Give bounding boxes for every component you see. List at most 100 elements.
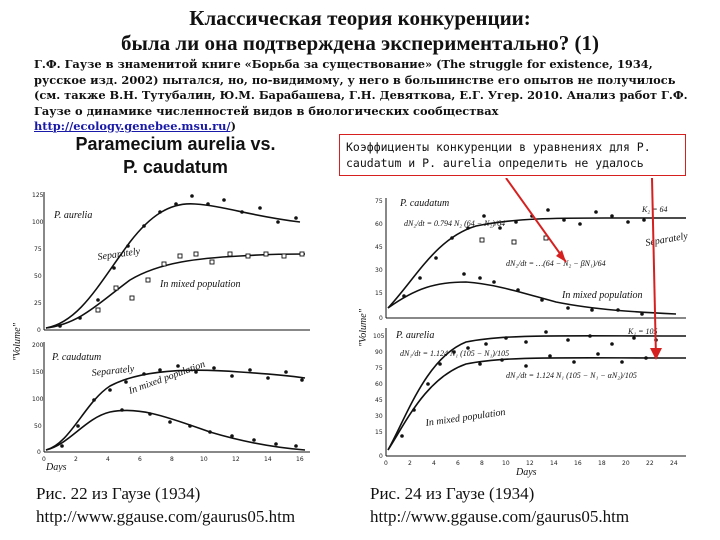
data-point [120,408,124,412]
data-point [620,360,624,364]
right-ylabel: "Volume" [358,308,369,347]
data-point [263,251,269,257]
tick: 12 [526,460,534,467]
left-top-panel: 125 100 75 50 25 0 P. aurelia Separately… [32,192,310,334]
data-point [230,374,234,378]
data-point [418,276,422,280]
data-point [245,253,251,259]
intro-text: Г.Ф. Гаузе в знаменитой книге «Борьба за… [34,57,688,118]
right-top-dots [402,208,646,316]
right-top-panel: 75 60 45 30 15 0 P. caudatum K₂ = 64 Sep… [375,198,689,322]
left-top-separately-curve [45,203,301,329]
data-point [426,382,430,386]
tick: 75 [34,246,42,253]
data-point [616,308,620,312]
right-bottom-mixed: In mixed population [424,407,506,429]
data-point [478,362,482,366]
left-heading: Paramecium aurelia vs. P. caudatum [48,133,303,179]
tick: 6 [138,456,142,463]
left-bottom-separately-curve [45,369,306,451]
data-point [479,237,485,243]
data-point [484,342,488,346]
ecology-link[interactable]: http://ecology.genebee.msu.ru/ [34,119,231,133]
tick: 75 [375,365,383,372]
arrowhead-icon [556,250,566,262]
data-point [193,251,199,257]
tick: 22 [646,460,654,467]
left-bottom-mixed-curve [45,409,306,451]
data-point [158,368,162,372]
tick: 0 [379,453,383,460]
data-point [230,434,234,438]
tick: 30 [375,413,383,420]
arrow-to-bottom-equation [651,178,657,359]
tick: 6 [456,460,460,467]
data-point [504,336,508,340]
tick: 30 [375,267,383,274]
data-point [596,352,600,356]
tick: 60 [375,221,383,228]
data-point [58,324,62,328]
tick: 0 [37,327,41,334]
caption-right: Рис. 24 из Гаузе (1934) http://www.ggaus… [370,482,629,528]
data-point [148,412,152,416]
left-x-ticks: 0 2 4 6 8 10 12 14 16 [42,456,304,463]
data-point [142,224,146,228]
left-top-squares [95,251,305,313]
right-top-eq-2: dN₂/dt = …(64 − N₂ − βN₁)/64 [506,259,606,268]
tick: 50 [34,273,42,280]
data-point [177,253,183,259]
tick: 15 [375,429,383,436]
data-point [284,370,288,374]
data-point [96,298,100,302]
right-top-eq-1: dN₂/dt = 0.794 N₂ (64 − N₂)/64 [404,219,505,228]
caption-left-line-1: Рис. 22 из Гаузе (1934) [36,484,201,503]
data-point [562,218,566,222]
data-point [548,354,552,358]
data-point [644,356,648,360]
tick: 10 [200,456,208,463]
data-point [188,424,192,428]
title-line-1: Классическая теория конкуренции: [189,6,531,30]
data-point [258,206,262,210]
data-point [76,424,80,428]
tick: 90 [375,349,383,356]
left-bottom-dots [60,364,304,448]
tick: 0 [384,460,388,467]
left-top-yticks: 125 100 75 50 25 0 [32,192,44,334]
data-point [594,210,598,214]
data-point [642,218,646,222]
tick: 150 [32,369,44,376]
data-point [206,202,210,206]
tick: 18 [598,460,606,467]
tick: 45 [375,244,383,251]
data-point [400,434,404,438]
right-bottom-mixed-curve [387,356,687,451]
data-point [112,266,116,270]
left-heading-line-2: P. caudatum [123,157,228,177]
data-point [108,388,112,392]
caption-left-line-2: http://www.ggause.com/gaurus05.htm [36,507,296,526]
tick: 200 [32,342,44,349]
tick: 45 [375,397,383,404]
tick: 12 [232,456,240,463]
left-bottom-panel-label: P. caudatum [51,352,101,363]
data-point [142,372,146,376]
data-point [466,346,470,350]
tick: 16 [574,460,582,467]
tick: 0 [379,315,383,322]
right-top-separately-curve [387,217,686,309]
right-bottom-yticks: 105 90 75 60 45 30 15 0 [373,333,385,460]
data-point [222,198,226,202]
data-point [248,368,252,372]
tick: 16 [296,456,304,463]
data-point [294,444,298,448]
data-point [546,208,550,212]
tick: 100 [32,396,44,403]
data-point [129,295,135,301]
figure-right: "Volume" 75 60 45 30 15 0 P. caudatum K₂… [358,178,689,478]
data-point [588,334,592,338]
data-point [438,362,442,366]
data-point [145,277,151,283]
data-point [158,210,162,214]
